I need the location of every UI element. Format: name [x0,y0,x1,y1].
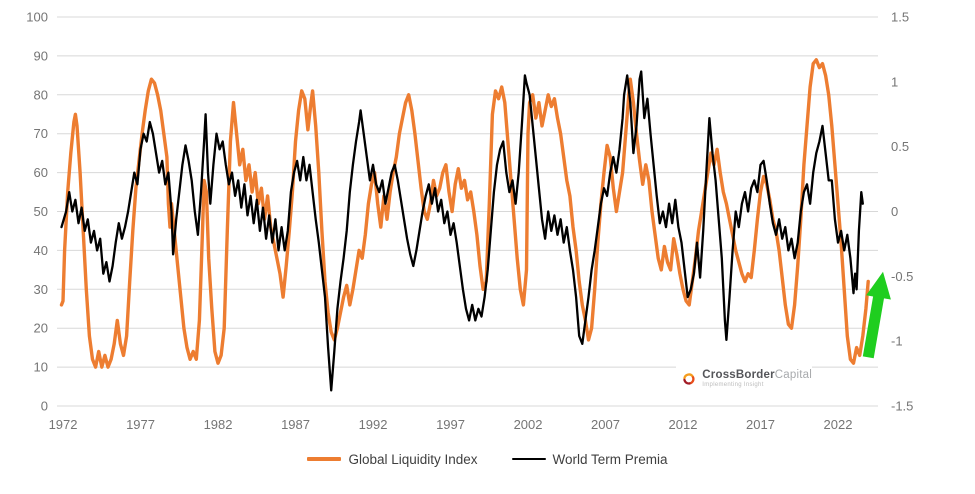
logo-brand-light: Capital [774,369,812,382]
x-axis-tick-label: 1987 [281,417,310,432]
series-line-world-term-premia [60,70,864,392]
x-axis-tick-label: 2002 [514,417,543,432]
right-axis-tick-label: 1 [891,74,898,89]
legend-label: Global Liquidity Index [348,451,478,467]
left-axis-tick-label: 30 [34,282,48,297]
x-axis-tick-label: 1997 [436,417,465,432]
right-axis-tick-label: 0 [891,204,898,219]
left-axis-tick-label: 40 [34,243,48,258]
right-axis-tick-label: 1.5 [891,10,909,25]
legend-label: World Term Premia [552,451,668,467]
x-axis-tick-label: 2012 [669,417,698,432]
x-axis-tick-label: 1982 [204,417,233,432]
x-axis-tick-label: 2007 [591,417,620,432]
legend-item-global-liquidity: Global Liquidity Index [307,451,478,467]
right-axis-tick-label: -1 [891,334,903,349]
chart-legend: Global Liquidity Index World Term Premia [0,448,975,470]
crossborder-capital-logo: CrossBorderCapital Implementing Insight [676,360,812,398]
logo-brand: CrossBorderCapital [702,369,812,381]
right-axis-tick-label: 0.5 [891,139,909,154]
x-axis-tick-label: 1977 [126,417,155,432]
left-axis-tick-label: 60 [34,165,48,180]
x-axis-tick-label: 1992 [359,417,388,432]
x-axis-tick-label: 1972 [49,417,78,432]
left-axis-tick-label: 80 [34,87,48,102]
left-axis-tick-label: 0 [41,399,48,414]
series-line-global-liquidity-index [59,58,870,369]
legend-item-world-term-premia: World Term Premia [511,451,668,467]
left-axis-tick-label: 90 [34,48,48,63]
logo-texts: CrossBorderCapital Implementing Insight [702,369,812,388]
legend-swatch-black [511,457,546,461]
left-axis-tick-label: 10 [34,360,48,375]
up-arrow-annotation [862,271,891,359]
x-axis-tick-label: 2017 [746,417,775,432]
x-axis-tick-label: 2022 [824,417,853,432]
logo-tagline: Implementing Insight [702,382,764,389]
left-axis-tick-label: 20 [34,321,48,336]
left-axis-tick-label: 70 [34,126,48,141]
crossborder-logo-icon [683,373,695,385]
right-axis-tick-label: -1.5 [891,399,913,414]
left-axis-tick-label: 100 [26,10,48,25]
left-axis-tick-label: 50 [34,204,48,219]
right-axis-tick-label: -0.5 [891,269,913,284]
logo-brand-bold: CrossBorder [702,369,775,382]
legend-swatch-orange [307,457,342,461]
